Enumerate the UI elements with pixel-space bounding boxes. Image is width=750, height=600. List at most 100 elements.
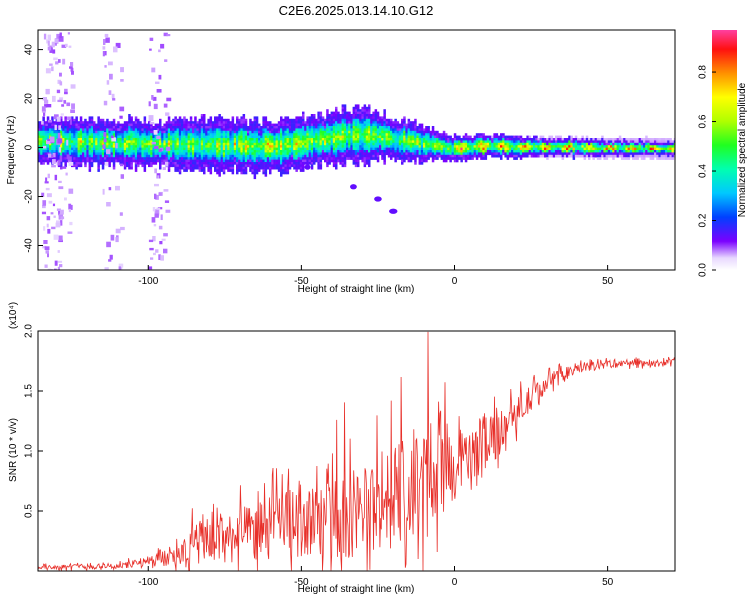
spectrogram-cell [44, 130, 48, 134]
spectrogram-cell [207, 159, 210, 163]
spectrogram-cell [559, 135, 562, 139]
spectrogram-cell [216, 142, 219, 146]
spectrogram-cell [161, 140, 164, 144]
spectrogram-cell [253, 152, 257, 156]
spectrogram-cell [473, 138, 477, 141]
spectrogram-cell [394, 118, 397, 122]
spectrogram-cell [117, 138, 120, 141]
spectrogram-cell [161, 157, 164, 160]
spectrogram-cell [370, 157, 373, 160]
spectrogram-cell [262, 128, 265, 132]
spectrogram-cell [200, 159, 204, 163]
spectrogram-cell [238, 162, 241, 165]
spectrogram-cell [203, 140, 206, 144]
spectrogram-cell [557, 138, 560, 141]
spectrogram-cell [442, 135, 446, 139]
spectrogram-cell [310, 128, 314, 132]
spectrogram-cell [456, 159, 459, 163]
spectrogram-cell [187, 166, 191, 170]
spectrogram-cell [431, 126, 435, 129]
spectrogram-cell [229, 126, 232, 129]
spectrogram-cell [383, 157, 386, 160]
spectrogram-cell [165, 121, 169, 124]
spectrogram-cell [238, 157, 241, 160]
spectrogram-cell [229, 121, 232, 124]
spectrogram-cell [409, 128, 413, 132]
spectrogram-cell [271, 157, 274, 160]
spectrogram-cell [625, 138, 628, 141]
spectrogram-speckle [56, 116, 61, 122]
y-tick-label: -40 [24, 238, 35, 253]
spectrogram-cell [302, 164, 305, 168]
spectrogram-cell [372, 157, 375, 160]
spectrogram-cell [71, 118, 74, 122]
spectrogram-cell [302, 130, 305, 134]
spectrogram-cell [196, 157, 199, 160]
spectrogram-cell [577, 140, 580, 144]
spectrogram-cell [165, 135, 169, 139]
spectrogram-cell [475, 147, 479, 151]
spectrogram-cell [222, 147, 226, 151]
spectrogram-cell [90, 145, 94, 148]
spectrogram-cell [244, 154, 248, 158]
spectrogram-cell [126, 147, 129, 151]
spectrogram-cell [297, 150, 301, 153]
spectrogram-cell [49, 147, 52, 151]
spectrogram-speckle [148, 239, 154, 243]
spectrogram-speckle [45, 68, 51, 74]
spectrogram-cell [346, 123, 349, 127]
spectrogram-cell [249, 140, 252, 144]
spectrogram-cell [423, 145, 426, 148]
spectrogram-cell [458, 154, 461, 158]
spectrogram-cell [416, 147, 419, 151]
spectrogram-cell [588, 145, 591, 148]
spectrogram-cell [189, 140, 193, 144]
spectrogram-cell [376, 142, 380, 146]
spectrogram-cell [293, 135, 296, 139]
spectrogram-cell [249, 142, 252, 146]
spectrogram-cell [530, 154, 534, 158]
spectrogram-cell [214, 135, 217, 139]
spectrogram-cell [387, 140, 391, 144]
spectrogram-cell [495, 133, 499, 136]
spectrogram-cell [51, 157, 54, 160]
spectrogram-cell [319, 138, 323, 141]
spectrogram-cell [407, 118, 411, 122]
spectrogram-cell [621, 152, 624, 156]
spectrogram-speckle [61, 104, 65, 107]
spectrogram-cell [370, 135, 373, 139]
spectrogram-cell [264, 166, 268, 170]
spectrogram-cell [218, 121, 221, 124]
spectrogram-cell [172, 162, 175, 165]
spectrogram-cell [273, 152, 276, 156]
spectrogram-cell [167, 169, 171, 172]
spectrogram-cell [112, 162, 116, 165]
spectrogram-cell [414, 121, 417, 124]
spectrogram-cell [387, 135, 391, 139]
spectrogram-cell [66, 126, 70, 129]
spectrogram-cell [139, 159, 142, 163]
spectrogram-cell [198, 133, 202, 136]
spectrogram-cell [172, 147, 175, 151]
spectrogram-cell [357, 150, 360, 153]
spectrogram-cell [401, 123, 404, 127]
spectrogram-speckle [158, 225, 163, 230]
spectrogram-cell [337, 147, 340, 151]
spectrogram-cell [368, 140, 371, 144]
spectrogram-cell [181, 164, 184, 168]
spectrogram-cell [99, 145, 103, 148]
spectrogram-cell [522, 154, 525, 158]
spectrogram-cell [178, 145, 182, 148]
spectrogram-cell [185, 121, 188, 124]
spectrogram-cell [324, 157, 327, 160]
spectrogram-cell [178, 123, 182, 127]
spectrogram-cell [266, 130, 270, 134]
spectrogram-cell [392, 135, 395, 139]
spectrogram-cell [187, 147, 191, 151]
spectrogram-cell [326, 147, 329, 151]
spectrogram-cell [187, 126, 191, 129]
spectrogram-cell [612, 142, 615, 146]
spectrogram-cell [79, 130, 83, 134]
spectrogram-cell [480, 150, 483, 153]
spectrogram-x-axis-label: Height of straight line (km) [298, 284, 415, 295]
